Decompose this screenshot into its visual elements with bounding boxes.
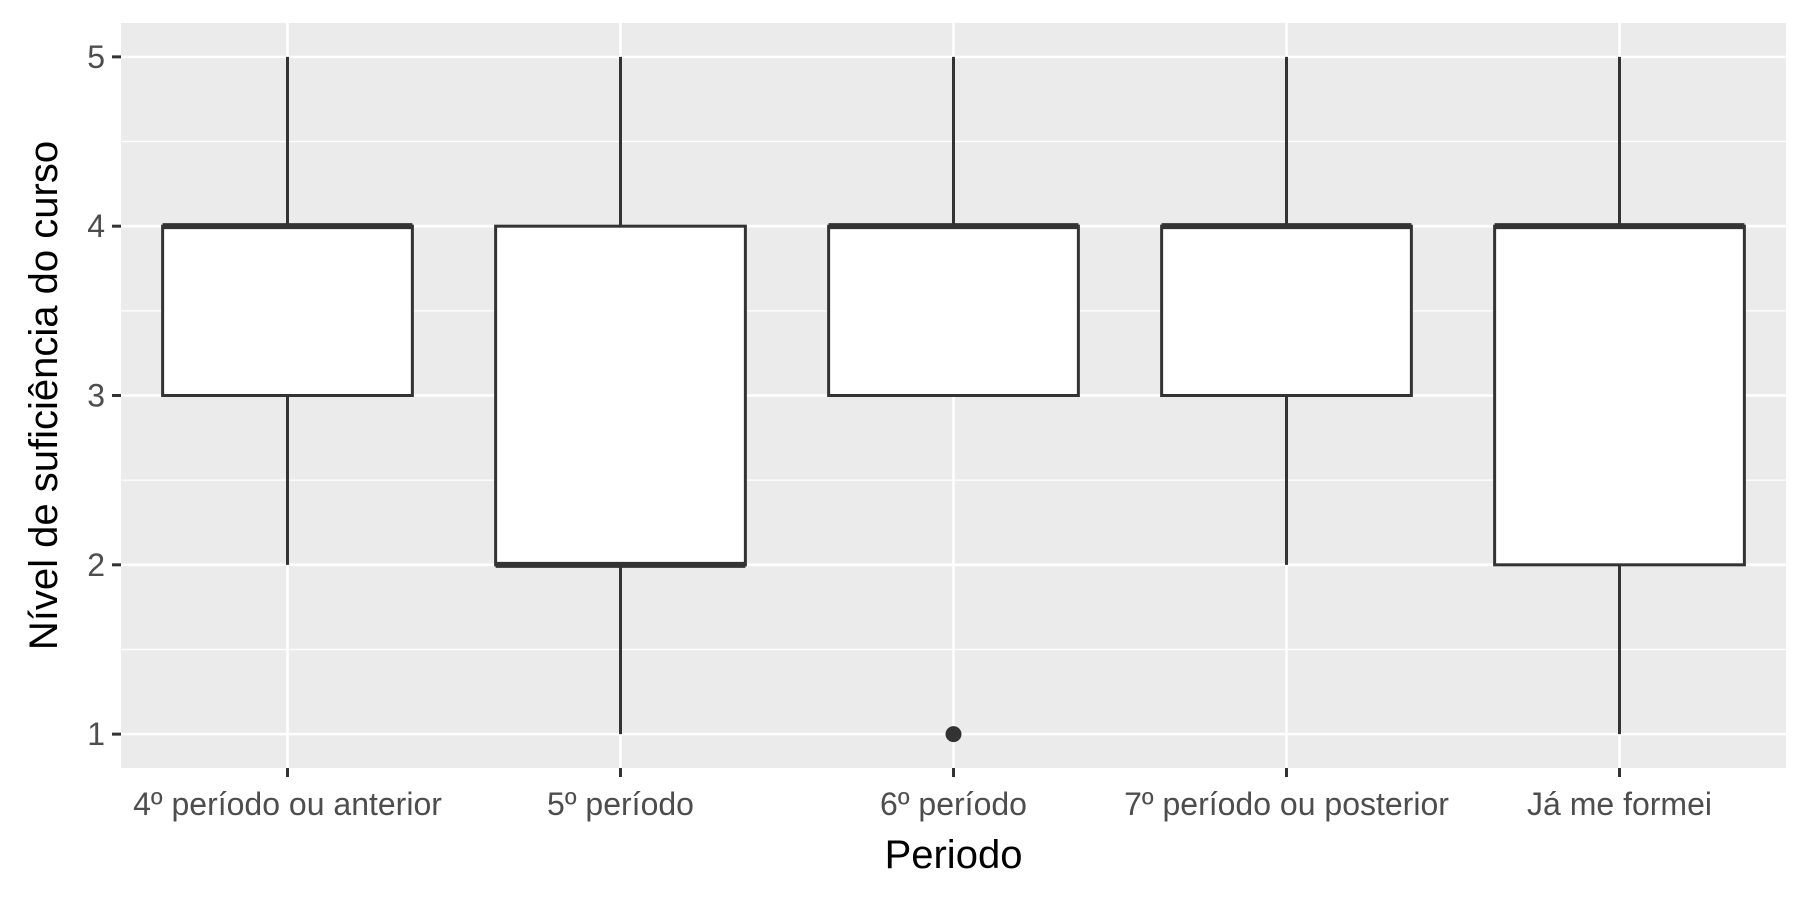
- x-tick-label: 4º período ou anterior: [133, 786, 442, 822]
- box-iqr: [1493, 224, 1746, 567]
- y-tick-label: 3: [87, 378, 105, 414]
- y-tick-label: 4: [87, 208, 105, 244]
- x-tick-label: 5º período: [547, 786, 694, 822]
- boxes-layer: [161, 56, 1746, 743]
- x-tick-label: Já me formei: [1527, 786, 1712, 822]
- y-tick-label: 5: [87, 39, 105, 75]
- axes-layer: 1 2 3 4 5 4º período ou anterior 5º período 6º …: [87, 39, 1712, 822]
- y-tick-label: 2: [87, 547, 105, 583]
- box-iqr: [494, 224, 747, 567]
- box-iqr: [161, 224, 414, 397]
- x-tick-label: 6º período: [880, 786, 1027, 822]
- y-tick-label: 1: [87, 716, 105, 752]
- x-axis-title: Periodo: [885, 833, 1023, 877]
- box-iqr: [827, 224, 1080, 397]
- y-axis-title: Nível de suficiência do curso: [22, 141, 66, 650]
- box-iqr: [1160, 224, 1413, 397]
- outlier-point: [945, 726, 962, 743]
- x-tick-label: 7º período ou posterior: [1124, 786, 1449, 822]
